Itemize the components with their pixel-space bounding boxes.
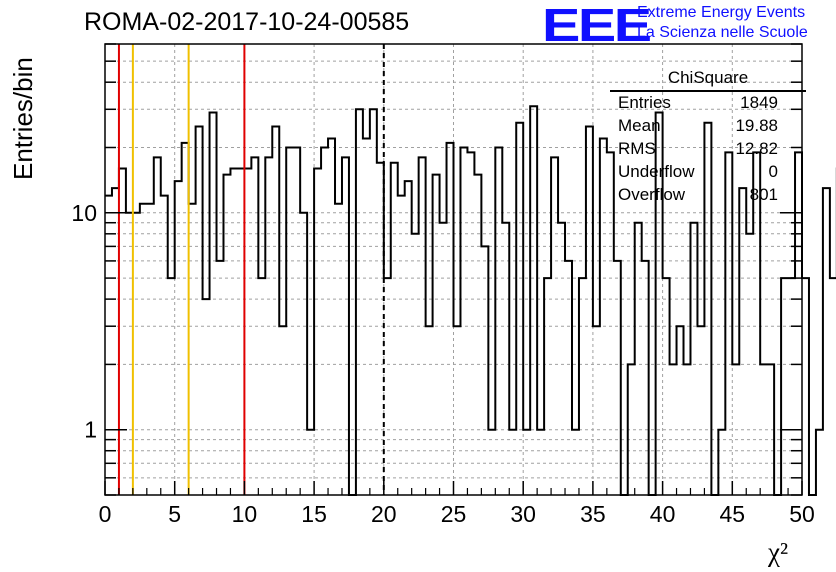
stats-value: 0 <box>768 162 778 181</box>
stats-label: RMS <box>618 139 656 158</box>
x-tick-label: 25 <box>441 501 467 527</box>
tick-labels: 0 5 10 15 20 25 30 35 40 45 50 1 10 <box>71 200 814 527</box>
stats-divider <box>610 90 806 92</box>
y-tick-label: 10 <box>71 200 97 226</box>
run-title: ROMA-02-2017-10-24-00585 <box>84 8 410 36</box>
axis-ticks <box>104 43 803 496</box>
x-tick-label: 45 <box>720 501 746 527</box>
stats-box: ChiSquare Entries 1849 Mean 19.88 RMS 12… <box>610 68 806 210</box>
stats-label: Entries <box>618 93 671 112</box>
logo-line-2: La Scienza nelle Scuole <box>637 24 808 41</box>
x-tick-label: 0 <box>99 501 112 527</box>
stats-label: Underflow <box>618 162 695 181</box>
x-axis-label: χ² <box>768 537 789 567</box>
stats-value: 19.88 <box>735 116 778 135</box>
stats-value: 1849 <box>740 93 778 112</box>
stats-title: ChiSquare <box>667 68 749 87</box>
stats-label: Overflow <box>618 185 686 204</box>
y-axis-label: Entries/bin <box>8 57 38 180</box>
stats-value: 801 <box>749 185 778 204</box>
eee-logo: EEE <box>542 0 652 51</box>
histogram-series <box>105 105 836 496</box>
reference-lines <box>117 44 385 495</box>
stats-label: Mean <box>618 116 661 135</box>
y-tick-label: 1 <box>84 417 97 443</box>
x-tick-label: 35 <box>580 501 606 527</box>
x-tick-label: 15 <box>301 501 327 527</box>
x-tick-label: 20 <box>371 501 397 527</box>
x-tick-label: 40 <box>650 501 676 527</box>
logo-line-1: Extreme Energy Events <box>637 4 806 21</box>
stats-value: 12.82 <box>735 139 778 158</box>
x-tick-label: 50 <box>789 501 815 527</box>
x-tick-label: 10 <box>232 501 258 527</box>
x-tick-label: 30 <box>510 501 536 527</box>
x-tick-label: 5 <box>168 501 181 527</box>
